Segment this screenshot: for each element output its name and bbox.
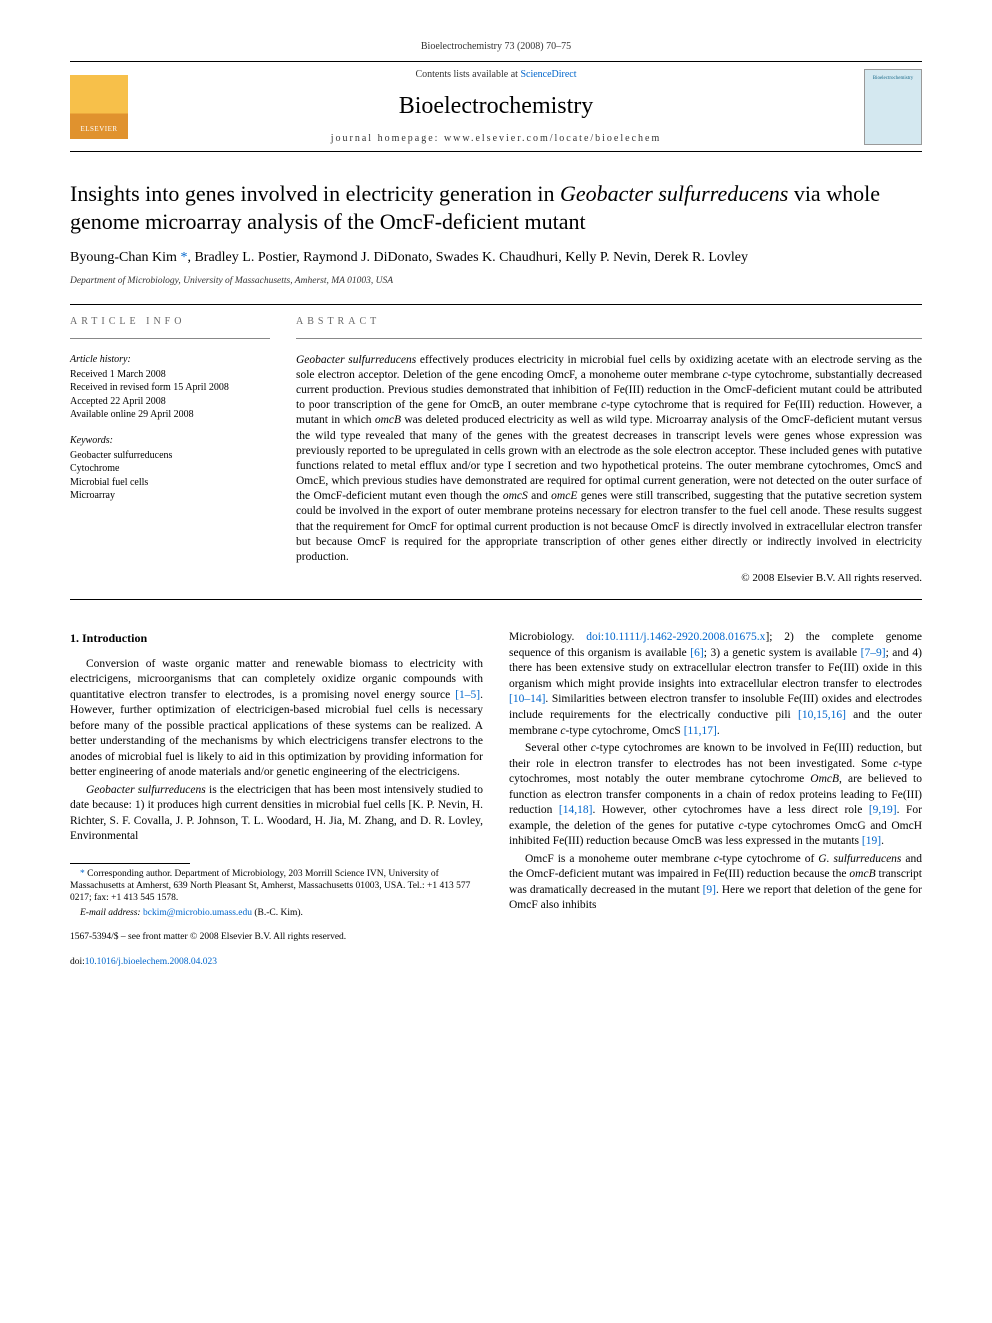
keyword: Microbial fuel cells xyxy=(70,476,270,490)
running-head: Bioelectrochemistry 73 (2008) 70–75 xyxy=(70,40,922,53)
citation-link[interactable]: [10,15,16] xyxy=(798,709,846,721)
title-species-name: Geobacter sulfurreducens xyxy=(560,181,788,206)
email-link[interactable]: bckim@microbio.umass.edu xyxy=(143,908,252,918)
body-paragraph: OmcF is a monoheme outer membrane c-type… xyxy=(509,852,922,914)
elsevier-logo: ELSEVIER xyxy=(70,75,128,139)
journal-name: Bioelectrochemistry xyxy=(128,91,864,122)
affiliation: Department of Microbiology, University o… xyxy=(70,275,922,287)
keyword: Geobacter sulfurreducens xyxy=(70,449,270,463)
article-history-block: Article history: Received 1 March 2008 R… xyxy=(70,353,270,422)
history-line: Accepted 22 April 2008 xyxy=(70,395,270,409)
history-line: Received 1 March 2008 xyxy=(70,368,270,382)
citation-link[interactable]: [14,18] xyxy=(559,804,593,816)
keywords-block: Keywords: Geobacter sulfurreducens Cytoc… xyxy=(70,434,270,503)
section-heading: 1. Introduction xyxy=(70,630,483,646)
abstract-copyright: © 2008 Elsevier B.V. All rights reserved… xyxy=(296,571,922,585)
citation-link[interactable]: [10–14] xyxy=(509,693,545,705)
contents-prefix: Contents lists available at xyxy=(415,69,520,80)
doi-link[interactable]: 10.1016/j.bioelechem.2008.04.023 xyxy=(85,957,217,967)
corresponding-mark: * xyxy=(180,250,187,265)
body-paragraph: Geobacter sulfurreducens is the electric… xyxy=(70,783,483,845)
citation-link[interactable]: [9] xyxy=(703,884,716,896)
body-paragraph: Conversion of waste organic matter and r… xyxy=(70,657,483,781)
corresponding-footnote: * Corresponding author. Department of Mi… xyxy=(70,868,483,905)
body-paragraph: Microbiology. doi:10.1111/j.1462-2920.20… xyxy=(509,630,922,739)
divider xyxy=(70,599,922,600)
citation-link[interactable]: [11,17] xyxy=(684,725,717,737)
footnote-divider xyxy=(70,863,190,864)
body-columns: 1. Introduction Conversion of waste orga… xyxy=(70,630,922,967)
body-column-left: 1. Introduction Conversion of waste orga… xyxy=(70,630,483,967)
article-info-heading: ARTICLE INFO xyxy=(70,315,270,328)
citation-link[interactable]: [6] xyxy=(690,647,703,659)
body-paragraph: Several other c-type cytochromes are kno… xyxy=(509,741,922,850)
body-column-right: Microbiology. doi:10.1111/j.1462-2920.20… xyxy=(509,630,922,967)
homepage-prefix: journal homepage: xyxy=(331,133,444,144)
sciencedirect-link[interactable]: ScienceDirect xyxy=(520,69,576,80)
keywords-label: Keywords: xyxy=(70,434,270,447)
abstract-heading: ABSTRACT xyxy=(296,315,922,328)
citation-link[interactable]: [19] xyxy=(862,835,881,847)
keyword: Cytochrome xyxy=(70,462,270,476)
doi-line: doi:10.1016/j.bioelechem.2008.04.023 xyxy=(70,956,483,968)
citation-link[interactable]: [9,19] xyxy=(869,804,897,816)
homepage-url: www.elsevier.com/locate/bioelechem xyxy=(444,133,661,144)
divider xyxy=(70,304,922,305)
article-info-column: ARTICLE INFO Article history: Received 1… xyxy=(70,315,270,586)
journal-banner: ELSEVIER Contents lists available at Sci… xyxy=(70,61,922,152)
author-list: Byoung-Chan Kim *, Bradley L. Postier, R… xyxy=(70,249,922,267)
divider-thin xyxy=(296,338,922,339)
email-footnote: E-mail address: bckim@microbio.umass.edu… xyxy=(70,907,483,919)
abstract-text: Geobacter sulfurreducens effectively pro… xyxy=(296,353,922,565)
sciencedirect-line: Contents lists available at ScienceDirec… xyxy=(128,68,864,81)
journal-cover-thumbnail: Bioelectrochemistry xyxy=(864,69,922,145)
abstract-column: ABSTRACT Geobacter sulfurreducens effect… xyxy=(296,315,922,586)
citation-link[interactable]: [7–9] xyxy=(861,647,886,659)
journal-homepage: journal homepage: www.elsevier.com/locat… xyxy=(128,132,864,145)
citation-link[interactable]: [1–5] xyxy=(455,689,480,701)
keyword: Microarray xyxy=(70,489,270,503)
banner-center: Contents lists available at ScienceDirec… xyxy=(128,68,864,145)
history-label: Article history: xyxy=(70,353,270,366)
issn-line: 1567-5394/$ – see front matter © 2008 El… xyxy=(70,931,483,943)
article-title: Insights into genes involved in electric… xyxy=(70,180,922,235)
info-abstract-row: ARTICLE INFO Article history: Received 1… xyxy=(70,315,922,586)
divider-thin xyxy=(70,338,270,339)
doi-inline-link[interactable]: doi:10.1111/j.1462-2920.2008.01675.x xyxy=(586,631,765,643)
history-line: Available online 29 April 2008 xyxy=(70,408,270,422)
history-line: Received in revised form 15 April 2008 xyxy=(70,381,270,395)
